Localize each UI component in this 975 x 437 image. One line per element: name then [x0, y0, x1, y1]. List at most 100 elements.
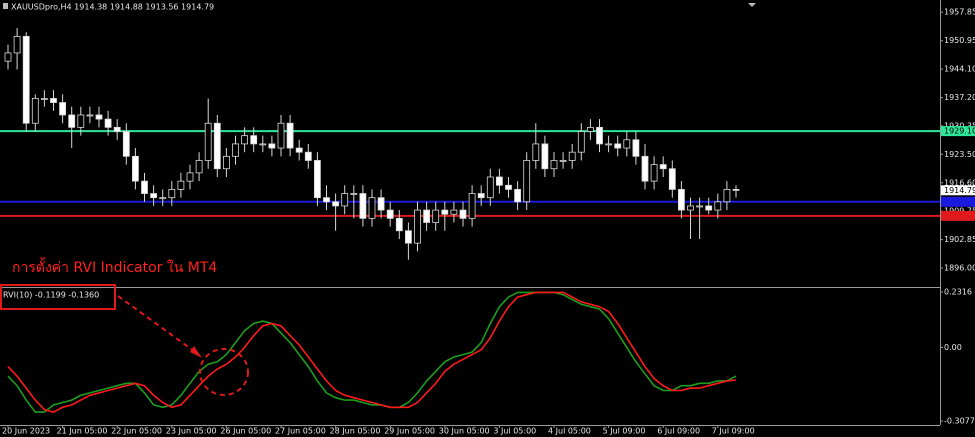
y-tick-label: 1950.95 [944, 36, 975, 45]
indicator-line [7, 291, 737, 413]
highlight-box [0, 284, 116, 310]
candle-body [495, 176, 503, 186]
candle-body [159, 197, 167, 200]
candle-body [395, 217, 403, 232]
candle-body [368, 197, 376, 219]
marks: 20 Jun 2023 21 Jun 05:00 22 Jun 05:00 23 Ju… [0, 8, 975, 436]
arrow-head [190, 346, 202, 358]
candle-body [259, 143, 267, 146]
y-tick-label: 1930.35 [944, 121, 975, 130]
candle-body [232, 143, 239, 157]
candle-body [468, 193, 476, 219]
candle-body [523, 160, 531, 203]
y-tick-label: -0.3077 [944, 417, 975, 426]
x-tick-label: 4 Jul 05:00 [548, 427, 591, 436]
x-tick-label: 27 Jun 05:00 [275, 427, 326, 436]
candle-body [168, 189, 176, 199]
candle-body [277, 122, 285, 149]
candle-body [441, 209, 449, 215]
candle-body [386, 209, 394, 219]
x-tick-label: 7 Jul 09:00 [712, 427, 755, 436]
candle-body [31, 98, 39, 124]
last-price-label: 1914.79 [944, 186, 975, 195]
candle-body [350, 193, 358, 195]
y-tick-label: 1944.10 [944, 65, 975, 74]
x-tick-label: 29 Jun 05:00 [384, 427, 435, 436]
candle-body [22, 35, 30, 124]
candle-body [705, 205, 713, 211]
candle-body [568, 151, 576, 161]
y-tick-label: 1937.20 [944, 93, 975, 102]
level-tag [941, 196, 975, 207]
candle-body [486, 176, 494, 199]
candle-body [241, 135, 249, 145]
y-tick-label: 0.2316 [944, 287, 972, 296]
annotation: การตั้งค่า RVI Indicator ใน MT4 [12, 257, 217, 276]
candle-body [95, 114, 103, 120]
candle-body [423, 209, 431, 223]
x-tick-label: 21 Jun 05:00 [57, 427, 108, 436]
candle-body [541, 143, 549, 170]
candle-body [404, 230, 412, 244]
y-tick-label: 1896.00 [944, 263, 975, 272]
candle-body [13, 35, 21, 54]
candle-body [313, 160, 321, 199]
candle-body [678, 189, 685, 211]
candle-body [213, 122, 221, 170]
candle-body [514, 189, 521, 203]
candle-body [505, 184, 512, 190]
candle-body [732, 189, 740, 191]
candle-body [605, 143, 612, 146]
y-tick-label: 1957.85 [944, 8, 975, 17]
last-price-tag [941, 185, 975, 196]
candle-body [332, 201, 340, 207]
candle-body [532, 143, 540, 161]
x-tick-label: 22 Jun 05:00 [111, 427, 162, 436]
arrow-line [117, 295, 199, 355]
candle-body [177, 180, 185, 190]
x-tick-label: 20 Jun 2023 [2, 427, 50, 436]
candle-body [550, 160, 558, 170]
candle-body [268, 143, 276, 149]
scroll-marker [748, 3, 756, 7]
candle-body [186, 172, 194, 182]
y-tick-label: 1916.60 [944, 178, 975, 187]
candle-body [250, 135, 258, 145]
candle-body [222, 155, 230, 170]
candle-body [59, 102, 66, 116]
candle-body [286, 122, 294, 149]
candle-body [141, 180, 148, 194]
candle-body [4, 52, 12, 62]
candle-body [450, 209, 458, 215]
x-tick-label: 28 Jun 05:00 [330, 427, 381, 436]
candle-body [195, 160, 203, 174]
candle-body [41, 98, 48, 100]
candle-body [587, 126, 594, 132]
x-tick-label: 23 Jun 05:00 [166, 427, 217, 436]
candle-body [623, 139, 631, 149]
candle-body [104, 118, 112, 128]
chart-title: XAUUSDpro,H4 1914.38 1914.88 1913.56 191… [11, 3, 214, 12]
candle-body [687, 205, 694, 211]
candle-body [86, 114, 94, 117]
candle-body [432, 209, 440, 223]
x-tick-label: 3 Jul 05:00 [493, 427, 536, 436]
candle-body [131, 155, 139, 182]
y-tick-label: 0.00 [944, 343, 962, 352]
candle-body [204, 122, 212, 161]
candle-body [295, 147, 303, 153]
candle-body [459, 209, 467, 219]
candle-body [668, 168, 676, 190]
x-tick-label: 30 Jun 05:00 [439, 427, 490, 436]
x-tick-label: 26 Jun 05:00 [220, 427, 271, 436]
y-tick-label: 1902.85 [944, 235, 975, 244]
y-tick-label: 1923.50 [944, 150, 975, 159]
candle-body [377, 197, 385, 211]
candle-body [696, 205, 703, 208]
candle-body [632, 139, 640, 157]
candle-body [50, 98, 57, 103]
highlight-circle [199, 348, 249, 396]
indicator-line [7, 291, 737, 413]
level-tag [941, 126, 975, 137]
